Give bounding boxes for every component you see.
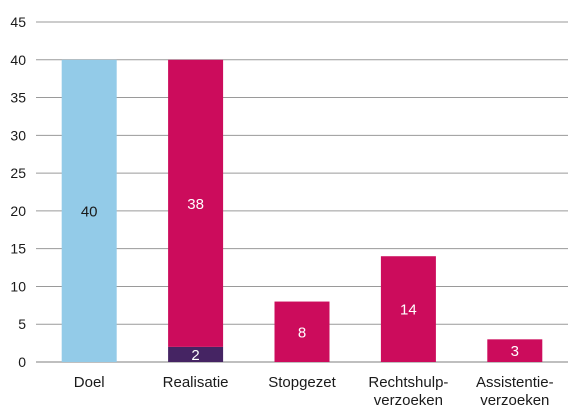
data-label: 40 <box>81 203 98 220</box>
bar-segment <box>61 59 117 363</box>
y-tick-label: 25 <box>10 165 26 181</box>
x-category-label: Doel <box>74 374 105 391</box>
data-label: 38 <box>187 196 204 213</box>
bar-segment <box>487 339 543 362</box>
x-category-label: Stopgezet <box>268 374 336 391</box>
y-tick-label: 15 <box>10 241 26 257</box>
bar-segment <box>380 256 436 362</box>
y-tick-label: 20 <box>10 203 26 219</box>
y-tick-label: 45 <box>10 14 26 30</box>
x-axis-category-labels: Doel Realisatie Stopgezet Rechtshulp-verzoe… <box>74 374 554 409</box>
bar-segment <box>274 301 330 362</box>
y-tick-label: 40 <box>10 52 26 68</box>
y-tick-label: 35 <box>10 90 26 106</box>
bars: 40 2 38 8 14 3 <box>61 59 543 364</box>
y-tick-label: 10 <box>10 278 26 294</box>
data-label: 3 <box>511 343 519 360</box>
y-axis-tick-labels: 0 5 10 15 20 25 30 35 40 45 <box>10 14 26 370</box>
bar-segment <box>168 346 224 362</box>
x-category-label: Rechtshulp-verzoeken <box>368 374 448 409</box>
y-tick-label: 30 <box>10 127 26 143</box>
data-label: 8 <box>298 324 306 341</box>
x-category-label: Realisatie <box>163 374 229 391</box>
y-tick-label: 0 <box>18 354 26 370</box>
data-label: 14 <box>400 302 417 319</box>
gridlines <box>36 21 568 363</box>
x-category-label: Assistentie-verzoeken <box>476 374 554 409</box>
data-label: 2 <box>191 347 199 364</box>
y-tick-label: 5 <box>18 316 26 332</box>
bar-segment <box>168 59 224 347</box>
